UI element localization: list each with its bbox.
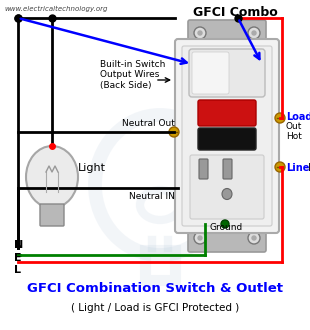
FancyBboxPatch shape [199, 159, 208, 179]
Ellipse shape [26, 146, 78, 208]
FancyBboxPatch shape [40, 204, 64, 226]
Circle shape [194, 27, 206, 39]
FancyBboxPatch shape [198, 128, 256, 150]
FancyBboxPatch shape [182, 46, 272, 226]
FancyBboxPatch shape [175, 39, 279, 233]
FancyBboxPatch shape [190, 155, 264, 219]
Text: Line: Line [286, 163, 309, 173]
Circle shape [194, 232, 206, 244]
Circle shape [275, 162, 285, 172]
Text: Load: Load [286, 112, 310, 122]
FancyBboxPatch shape [188, 20, 266, 48]
Text: Built-in Switch
Output Wires
(Back Side): Built-in Switch Output Wires (Back Side) [100, 60, 165, 90]
Circle shape [248, 27, 260, 39]
Circle shape [198, 236, 202, 240]
Text: N: N [14, 240, 23, 250]
Bar [145, 250, 175, 280]
Circle shape [248, 232, 260, 244]
FancyBboxPatch shape [198, 100, 256, 126]
Text: L: L [14, 265, 21, 275]
Text: GFCI Combo: GFCI Combo [193, 6, 277, 19]
Circle shape [252, 31, 256, 35]
Circle shape [169, 127, 179, 137]
Text: Out
Hot: Out Hot [286, 122, 302, 141]
FancyBboxPatch shape [189, 49, 265, 97]
Text: www.electricaltechnology.org: www.electricaltechnology.org [4, 6, 108, 12]
FancyBboxPatch shape [192, 52, 229, 94]
FancyBboxPatch shape [223, 159, 232, 179]
FancyBboxPatch shape [188, 224, 266, 252]
Text: ( Light / Load is GFCI Protected ): ( Light / Load is GFCI Protected ) [71, 303, 239, 313]
Text: Ground: Ground [210, 223, 243, 232]
Text: E: E [14, 253, 22, 263]
Circle shape [275, 113, 285, 123]
Text: GFCI Combination Switch & Outlet: GFCI Combination Switch & Outlet [27, 281, 283, 294]
Text: IN: IN [308, 163, 310, 173]
Text: Light: Light [78, 163, 106, 173]
Circle shape [221, 220, 229, 228]
Circle shape [252, 236, 256, 240]
Ellipse shape [222, 188, 232, 200]
Text: Neutral IN: Neutral IN [129, 192, 175, 201]
Text: Neutral Out: Neutral Out [122, 119, 175, 128]
Circle shape [198, 31, 202, 35]
